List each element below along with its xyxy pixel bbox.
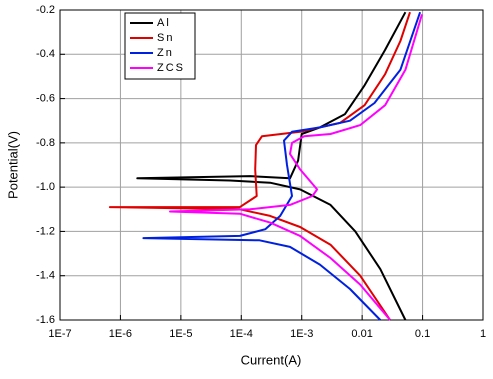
y-tick-label: -1.0 [36,181,55,193]
x-tick-label: 1 [480,328,486,340]
y-tick-label: -1.4 [36,270,55,282]
y-tick-label: -1.2 [36,225,55,237]
legend-label: Zn [157,47,174,59]
x-tick-label: 0.01 [351,328,372,340]
y-tick-label: -0.4 [36,48,55,60]
plot-area [59,9,484,321]
x-tick-label: 1E-4 [230,328,253,340]
y-tick-label: -0.2 [36,4,55,16]
x-tick-label: 1E-5 [169,328,192,340]
x-tick-label: 1E-7 [48,328,71,340]
series-line [169,14,423,321]
y-tick-label: -0.6 [36,92,55,104]
series-line [108,11,411,321]
plot-frame [59,9,484,321]
x-tick-label: 1E-6 [109,328,132,340]
legend-label: Sn [157,32,174,44]
x-tick-label: 0.1 [415,328,430,340]
y-tick-label: -1.6 [36,314,55,326]
x-tick-label: 1E-3 [290,328,313,340]
x-axis-title: Current(A) [241,352,302,367]
legend-label: Al [157,17,171,29]
series-line [136,11,407,321]
y-tick-label: -0.8 [36,137,55,149]
y-axis-title: Potential(V) [5,131,20,199]
legend-label: ZCS [157,62,185,74]
